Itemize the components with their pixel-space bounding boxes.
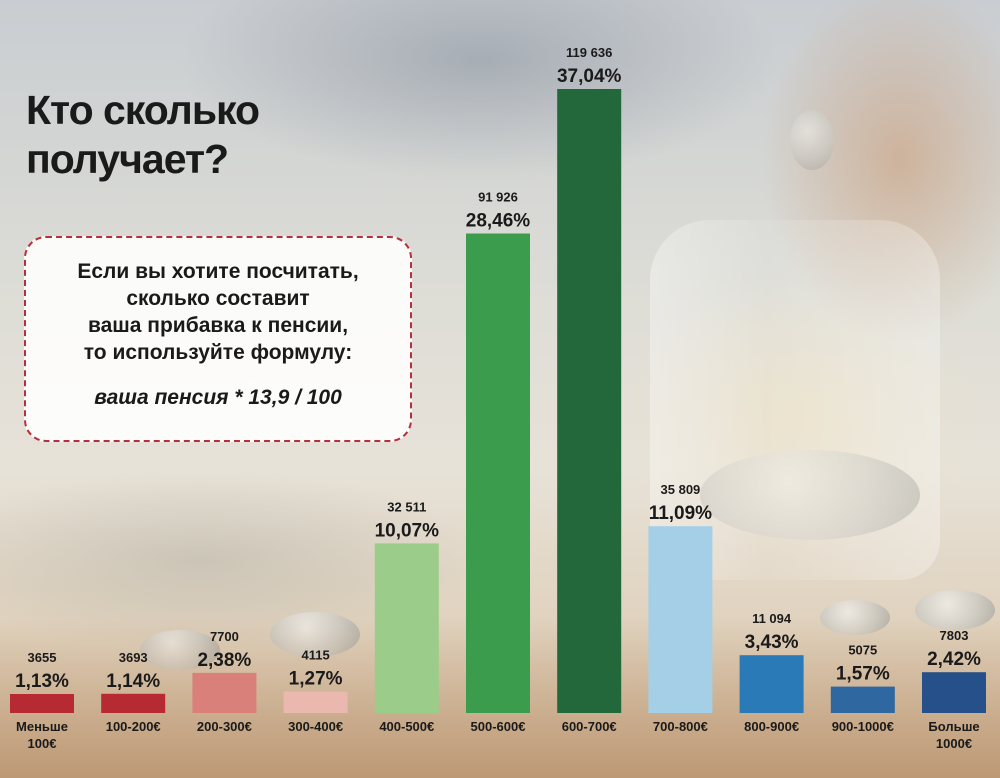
category-tick-label: 100€: [28, 736, 57, 751]
chart-bar: [10, 694, 74, 713]
category-tick-label: Меньше: [16, 719, 68, 734]
bar-percent-label: 1,57%: [836, 664, 890, 685]
bar-count-label: 32 511: [387, 499, 426, 514]
bar-count-label: 4115: [301, 648, 329, 663]
category-tick-label: Больше: [928, 719, 979, 734]
category-tick-label: 200-300€: [197, 719, 252, 734]
chart-bar: [466, 233, 530, 713]
formula-note-box: Если вы хотите посчитать, сколько состав…: [24, 236, 412, 442]
bar-percent-label: 10,07%: [375, 520, 440, 541]
chart-bar: [374, 543, 439, 713]
note-line: сколько составит: [126, 287, 310, 310]
category-tick-label: 800-900€: [744, 719, 799, 734]
bar-count-label: 35 809: [661, 482, 701, 497]
bar-count-label: 119 636: [566, 45, 612, 60]
page-title: Кто сколько получает?: [26, 86, 260, 184]
bar-percent-label: 1,14%: [106, 671, 160, 692]
chart-bar: [922, 672, 986, 713]
bar-count-label: 3655: [28, 650, 57, 665]
bar-count-label: 11 094: [752, 611, 792, 626]
category-tick-label: 600-700€: [562, 719, 617, 734]
chart-bar: [648, 526, 713, 713]
bar-count-label: 7700: [210, 629, 239, 644]
category-tick-label: 1000€: [936, 736, 972, 751]
bar-percent-label: 11,09%: [649, 503, 712, 524]
page-title-line-1: Кто сколько: [26, 87, 260, 133]
chart-bar: [192, 672, 257, 713]
note-line: ваша прибавка к пенсии,: [87, 314, 349, 337]
bar-percent-label: 2,38%: [197, 650, 251, 671]
bar-percent-label: 28,46%: [466, 211, 531, 232]
category-tick-label: 400-500€: [379, 719, 434, 734]
page-title-line-2: получает?: [26, 136, 229, 182]
bar-count-label: 7803: [940, 628, 969, 643]
bar-percent-label: 37,04%: [557, 66, 622, 87]
bar-percent-label: 2,42%: [927, 649, 981, 670]
category-tick-label: 900-1000€: [832, 719, 894, 734]
category-tick-label: 100-200€: [106, 719, 161, 734]
category-tick-label: 500-600€: [471, 719, 526, 734]
bar-count-label: 91 926: [478, 190, 518, 205]
chart-bar: [557, 89, 622, 713]
chart-bar: [830, 686, 895, 713]
bar-percent-label: 1,13%: [15, 671, 69, 692]
note-line: Если вы хотите посчитать,: [77, 260, 359, 283]
bar-percent-label: 1,27%: [289, 669, 343, 690]
category-tick-label: 300-400€: [288, 719, 343, 734]
note-formula: ваша пенсия * 13,9 / 100: [94, 386, 342, 409]
bar-count-label: 5075: [848, 643, 877, 658]
chart-bar: [739, 655, 804, 713]
chart-bar: [283, 691, 348, 713]
note-text: Если вы хотите посчитать, сколько состав…: [26, 258, 410, 366]
bar-percent-label: 3,43%: [745, 632, 799, 653]
bar-count-label: 3693: [119, 650, 148, 665]
note-line: то используйте формулу:: [83, 341, 353, 364]
chart-bar: [101, 693, 166, 713]
category-tick-label: 700-800€: [653, 719, 708, 734]
